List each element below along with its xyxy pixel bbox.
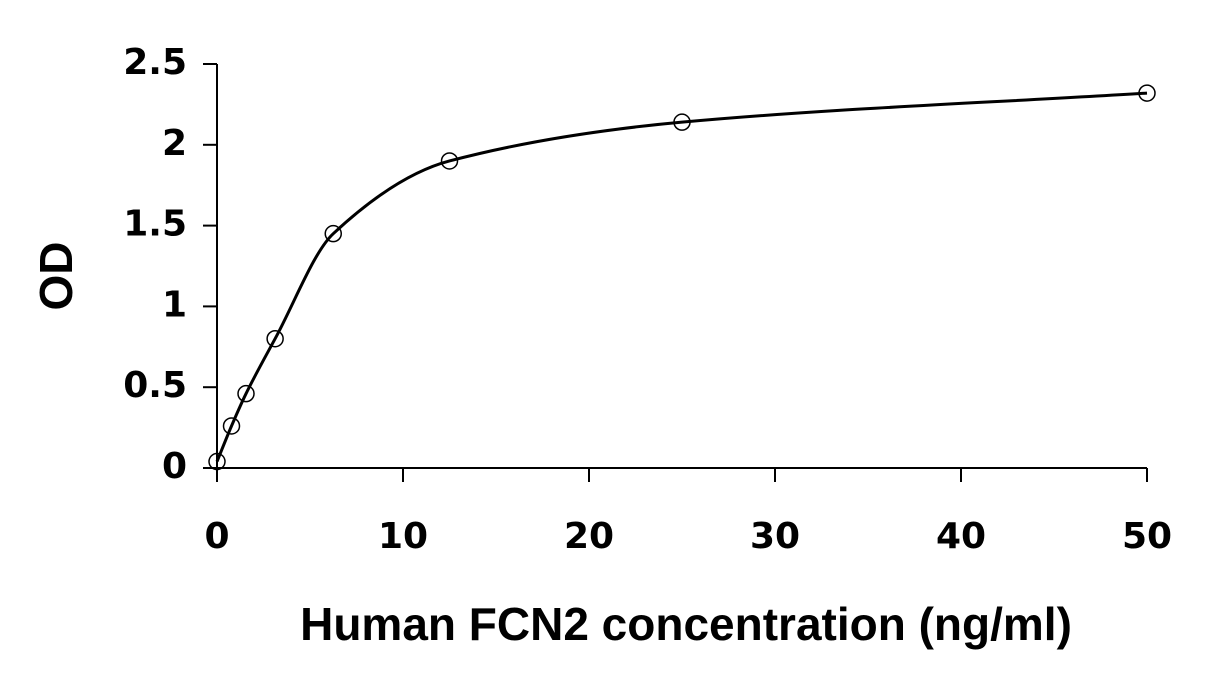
- y-tick-label: 0.5: [123, 365, 187, 406]
- data-point: [1138, 84, 1156, 102]
- y-tick-label: 2.5: [123, 42, 187, 83]
- x-tick-label: 0: [204, 516, 229, 557]
- x-axis-title: Human FCN2 concentration (ng/ml): [300, 598, 1072, 650]
- x-tick-label: 40: [936, 516, 986, 557]
- data-point: [237, 384, 255, 403]
- x-tick-label: 10: [378, 516, 428, 557]
- y-tick-label: 1: [162, 284, 187, 325]
- y-axis-title: OD: [30, 242, 82, 311]
- data-point: [673, 113, 691, 131]
- y-tick-label: 1.5: [123, 204, 187, 245]
- data-point: [324, 224, 342, 243]
- y-tick-label: 0: [162, 446, 187, 487]
- data-point: [266, 329, 284, 348]
- y-tick-label: 2: [162, 123, 187, 164]
- x-tick-label: 30: [750, 516, 800, 557]
- x-tick-label: 20: [564, 516, 614, 557]
- data-point: [440, 152, 459, 170]
- fit-curve: [215, 91, 1148, 463]
- data-point: [208, 452, 226, 471]
- x-tick-label: 50: [1122, 516, 1172, 557]
- data-point: [222, 417, 241, 435]
